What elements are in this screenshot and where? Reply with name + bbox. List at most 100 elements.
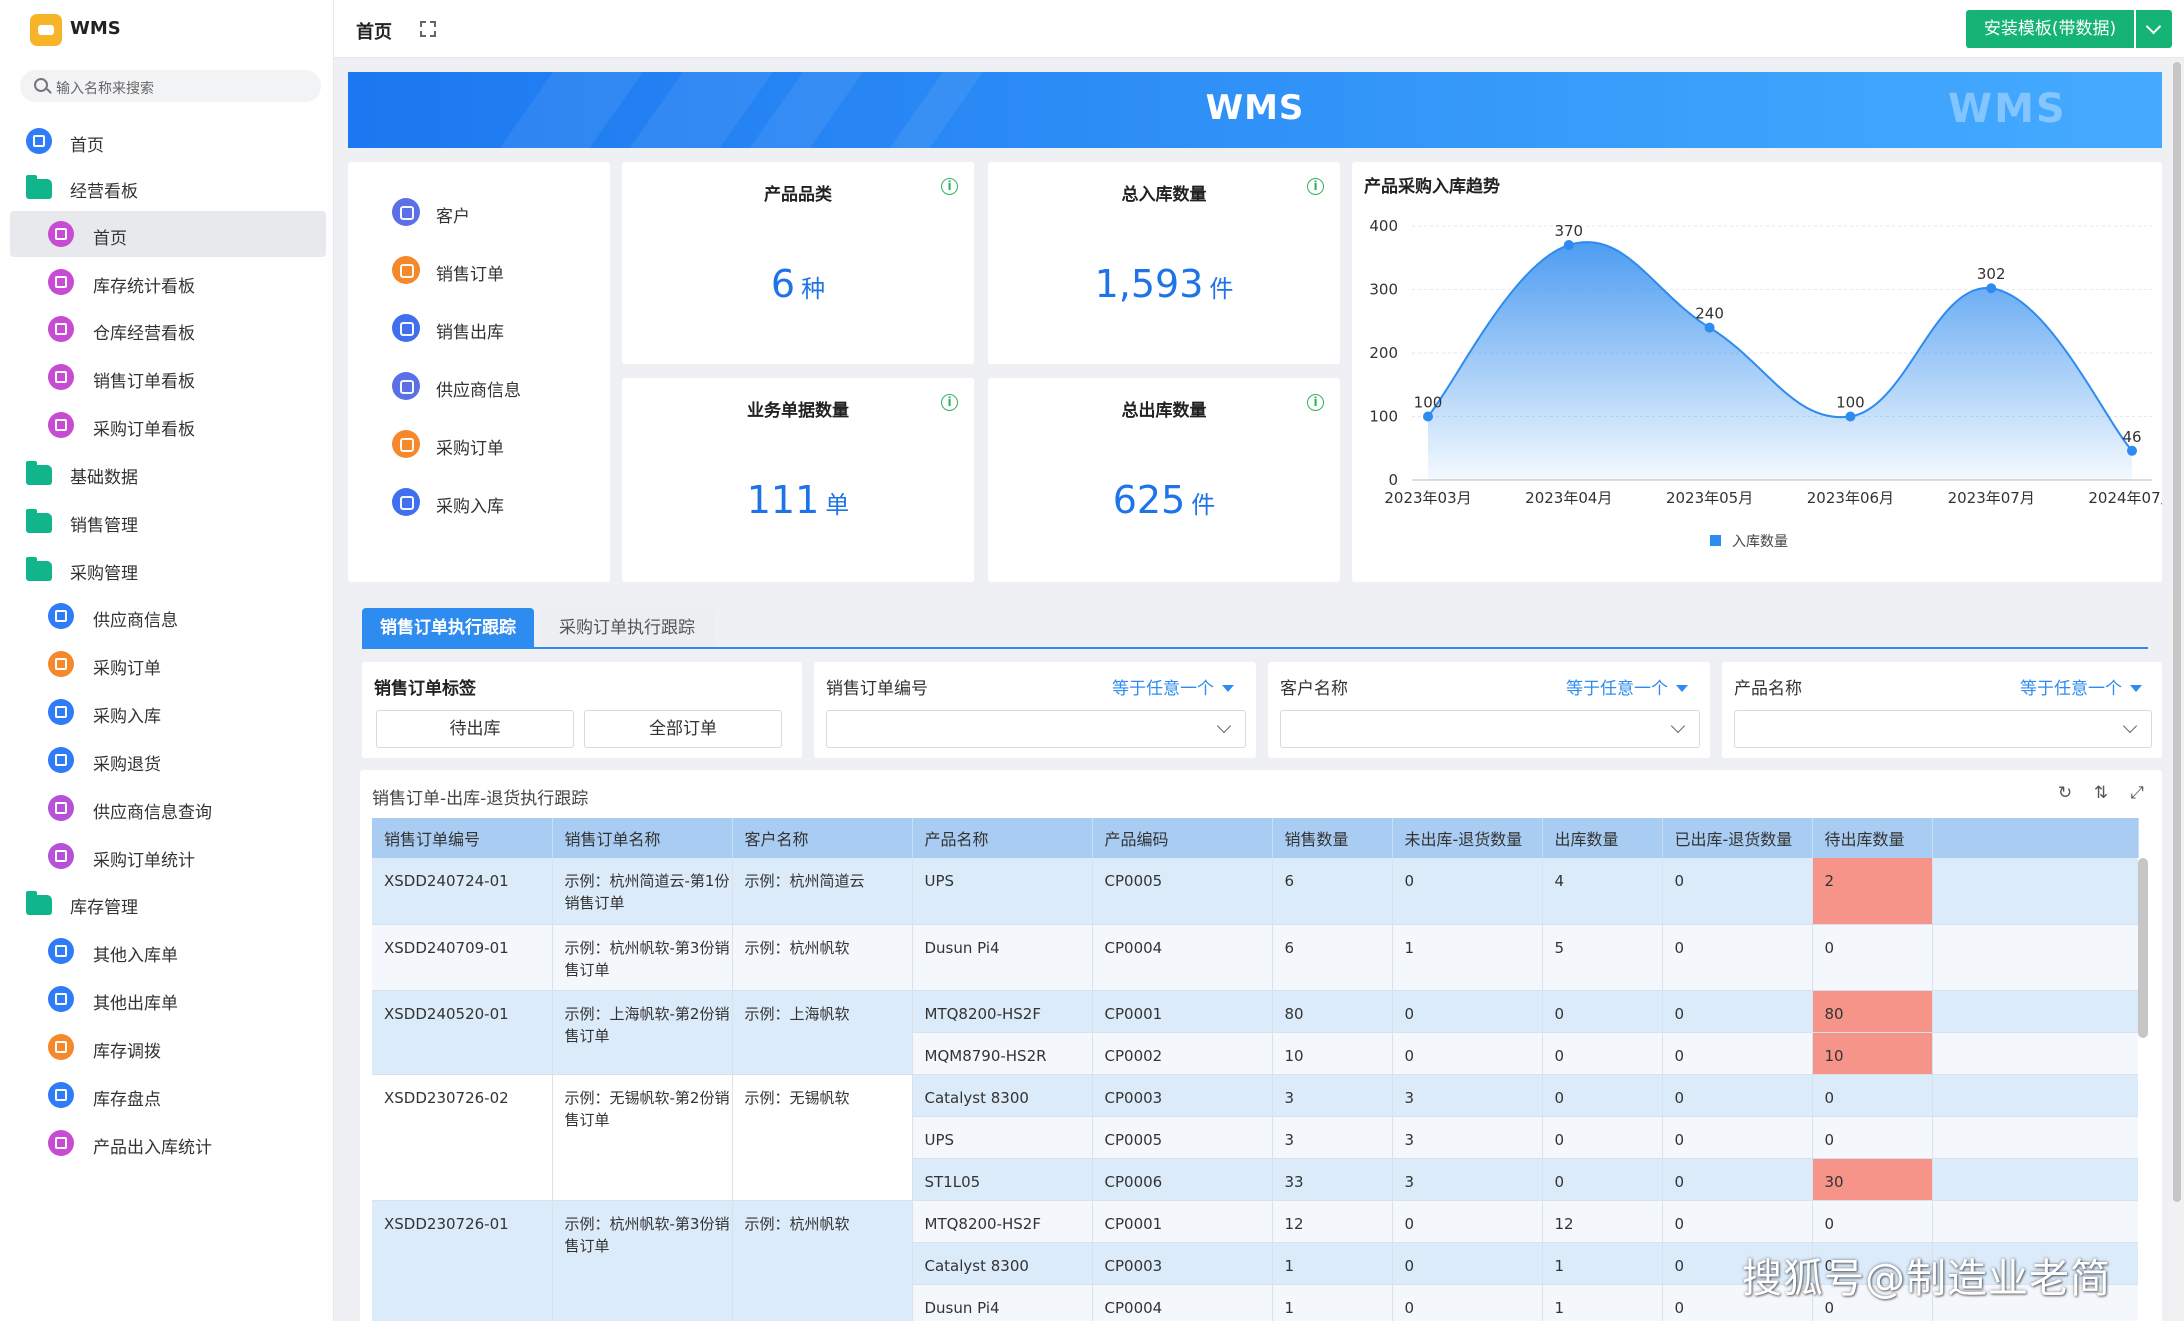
order-name-cell: 示例：无锡帆软-第2份销售订单	[552, 1074, 733, 1201]
sidebar-item[interactable]: 采购管理	[0, 546, 334, 592]
sidebar-item[interactable]: 经营看板	[0, 164, 334, 210]
supplier-icon	[392, 372, 420, 400]
filter-operator-dropdown[interactable]: 等于任意一个	[2020, 674, 2142, 699]
column-header[interactable]: 销售订单名称	[552, 818, 733, 858]
filter-operator-dropdown[interactable]: 等于任意一个	[1566, 674, 1688, 699]
data-label: 46	[2122, 428, 2141, 446]
data-point[interactable]	[1423, 411, 1433, 422]
table-row[interactable]: XSDD240724-01 示例：杭州简道云-第1份销售订单 示例：杭州简道云 UPS…	[372, 858, 2138, 925]
tab-sales-order-tracking[interactable]: 销售订单执行跟踪	[362, 608, 534, 648]
table-row[interactable]: XSDD240709-01 示例：杭州帆软-第3份销售订单 示例：杭州帆软 Dusun…	[372, 924, 2138, 991]
sidebar-item[interactable]: 其他出库单	[0, 976, 334, 1022]
table-row[interactable]: XSDD230726-01 示例：杭州帆软-第3份销售订单 示例：杭州帆软 MTQ82…	[372, 1200, 2138, 1321]
order-name-cell: 示例：杭州帆软-第3份销售订单	[552, 924, 733, 991]
product-code-cell: CP0006	[1092, 1158, 1273, 1201]
tag-option-pending[interactable]: 待出库	[376, 710, 574, 748]
sidebar-item[interactable]: 供应商信息查询	[0, 785, 334, 831]
table-row[interactable]: Catalyst 8300 CP0003 1 0 1 0 0	[372, 1242, 2138, 1285]
stat-card-total-outbound: 总出库数量 i 625 件	[988, 378, 1340, 582]
sidebar-item[interactable]: 其他入库单	[0, 928, 334, 974]
sort-icon[interactable]: ⇅	[2093, 783, 2109, 803]
stat-value: 111 单	[746, 478, 850, 522]
info-icon[interactable]: i	[1307, 394, 1324, 411]
table-row[interactable]: MQM8790-HS2R CP0002 10 0 0 0 10	[372, 1032, 2138, 1075]
info-icon[interactable]: i	[1307, 178, 1324, 195]
table-row[interactable]: XSDD230726-02 示例：无锡帆软-第2份销售订单 示例：无锡帆软 Catal…	[372, 1074, 2138, 1201]
banner: WMS WMS	[348, 72, 2162, 148]
data-label: 240	[1695, 305, 1724, 323]
sidebar-item[interactable]: 库存调拨	[0, 1024, 334, 1070]
product-select[interactable]	[1734, 710, 2152, 748]
sidebar-item[interactable]: 采购订单	[0, 641, 334, 687]
column-header[interactable]: 出库数量	[1542, 818, 1663, 858]
pending-qty-cell: 0	[1812, 1242, 1933, 1285]
data-point[interactable]	[1845, 411, 1856, 422]
app-logo-icon	[30, 14, 62, 46]
data-point[interactable]	[1563, 240, 1574, 251]
data-point[interactable]	[1704, 322, 1715, 333]
column-header[interactable]: 销售数量	[1272, 818, 1393, 858]
install-dropdown-chevron-icon[interactable]	[2136, 10, 2172, 48]
column-header[interactable]: 已出库-退货数量	[1662, 818, 1813, 858]
pending-qty-cell: 0	[1812, 1284, 1933, 1321]
tab-purchase-order-tracking[interactable]: 采购订单执行跟踪	[540, 608, 714, 648]
column-header[interactable]: 待出库数量	[1812, 818, 1933, 858]
column-header[interactable]: 产品编码	[1092, 818, 1273, 858]
table-row[interactable]: ST1L05 CP0006 33 3 0 0 30	[372, 1158, 2138, 1201]
sidebar-item[interactable]: 供应商信息	[0, 593, 334, 639]
row-spacer-cell	[1932, 1284, 2138, 1321]
legend-label[interactable]: 入库数量	[1732, 534, 1788, 550]
order-no-select[interactable]	[826, 710, 1246, 748]
install-template-button[interactable]: 安装模板(带数据)	[1966, 10, 2134, 48]
sidebar-item[interactable]: 库存管理	[0, 880, 334, 926]
fullscreen-icon[interactable]	[420, 21, 436, 37]
out-return-cell: 0	[1662, 990, 1813, 1033]
sidebar-item[interactable]: 仓库经营看板	[0, 306, 334, 352]
page-scrollbar-thumb[interactable]	[2173, 62, 2181, 1202]
sales-qty-cell: 33	[1272, 1158, 1393, 1201]
sidebar-item[interactable]: 首页	[10, 211, 326, 257]
column-header[interactable]: 产品名称	[912, 818, 1093, 858]
sidebar-item[interactable]: 库存统计看板	[0, 259, 334, 305]
customer-select[interactable]	[1280, 710, 1700, 748]
info-icon[interactable]: i	[941, 178, 958, 195]
sidebar-item[interactable]: 采购退货	[0, 737, 334, 783]
table-row[interactable]: UPS CP0005 3 3 0 0 0	[372, 1116, 2138, 1159]
tag-option-all[interactable]: 全部订单	[584, 710, 782, 748]
table-row[interactable]: XSDD240520-01 示例：上海帆软-第2份销售订单 示例：上海帆软 MTQ82…	[372, 990, 2138, 1075]
refresh-icon[interactable]: ↻	[2057, 783, 2073, 803]
data-point[interactable]	[2127, 445, 2137, 456]
filter-label: 产品名称	[1734, 679, 1802, 699]
data-point[interactable]	[1986, 283, 1997, 294]
sidebar-item[interactable]: 销售订单看板	[0, 354, 334, 400]
sidebar-item-label: 采购订单统计	[93, 851, 195, 871]
row-spacer-cell	[1932, 1242, 2138, 1285]
column-header[interactable]: 未出库-退货数量	[1392, 818, 1543, 858]
sidebar-item[interactable]: 销售管理	[0, 498, 334, 544]
sidebar-item[interactable]: 基础数据	[0, 450, 334, 496]
table-row[interactable]: Dusun Pi4 CP0004 1 0 1 0 0	[372, 1284, 2138, 1321]
stat-title: 总入库数量	[1121, 185, 1207, 205]
column-header[interactable]: 销售订单编号	[372, 818, 553, 858]
sidebar-item[interactable]: 采购订单看板	[0, 402, 334, 448]
sidebar-item[interactable]: 库存盘点	[0, 1072, 334, 1118]
sidebar-item[interactable]: 采购订单统计	[0, 833, 334, 879]
stat-card-total-inbound: 总入库数量 i 1,593 件	[988, 162, 1340, 364]
column-header[interactable]: 客户名称	[732, 818, 913, 858]
sidebar-item-label: 首页	[93, 229, 127, 249]
quick-link-label: 采购订单	[436, 439, 504, 459]
sidebar-item[interactable]: 采购入库	[0, 689, 334, 735]
table-scrollbar-thumb[interactable]	[2138, 858, 2148, 1038]
sidebar-item[interactable]: 首页	[0, 118, 334, 164]
expand-icon[interactable]: ⤢	[2130, 783, 2144, 803]
product-name-cell: UPS	[912, 1116, 1093, 1159]
row-spacer-cell	[1932, 1074, 2138, 1117]
product-name-cell: Catalyst 8300	[912, 1074, 1093, 1117]
filter-operator-dropdown[interactable]: 等于任意一个	[1112, 674, 1234, 699]
sidebar-item[interactable]: 产品出入库统计	[0, 1120, 334, 1166]
product-name-cell: MTQ8200-HS2F	[912, 1200, 1093, 1243]
info-icon[interactable]: i	[941, 394, 958, 411]
row-spacer-cell	[1932, 990, 2138, 1033]
sidebar-search-input[interactable]	[20, 70, 321, 102]
